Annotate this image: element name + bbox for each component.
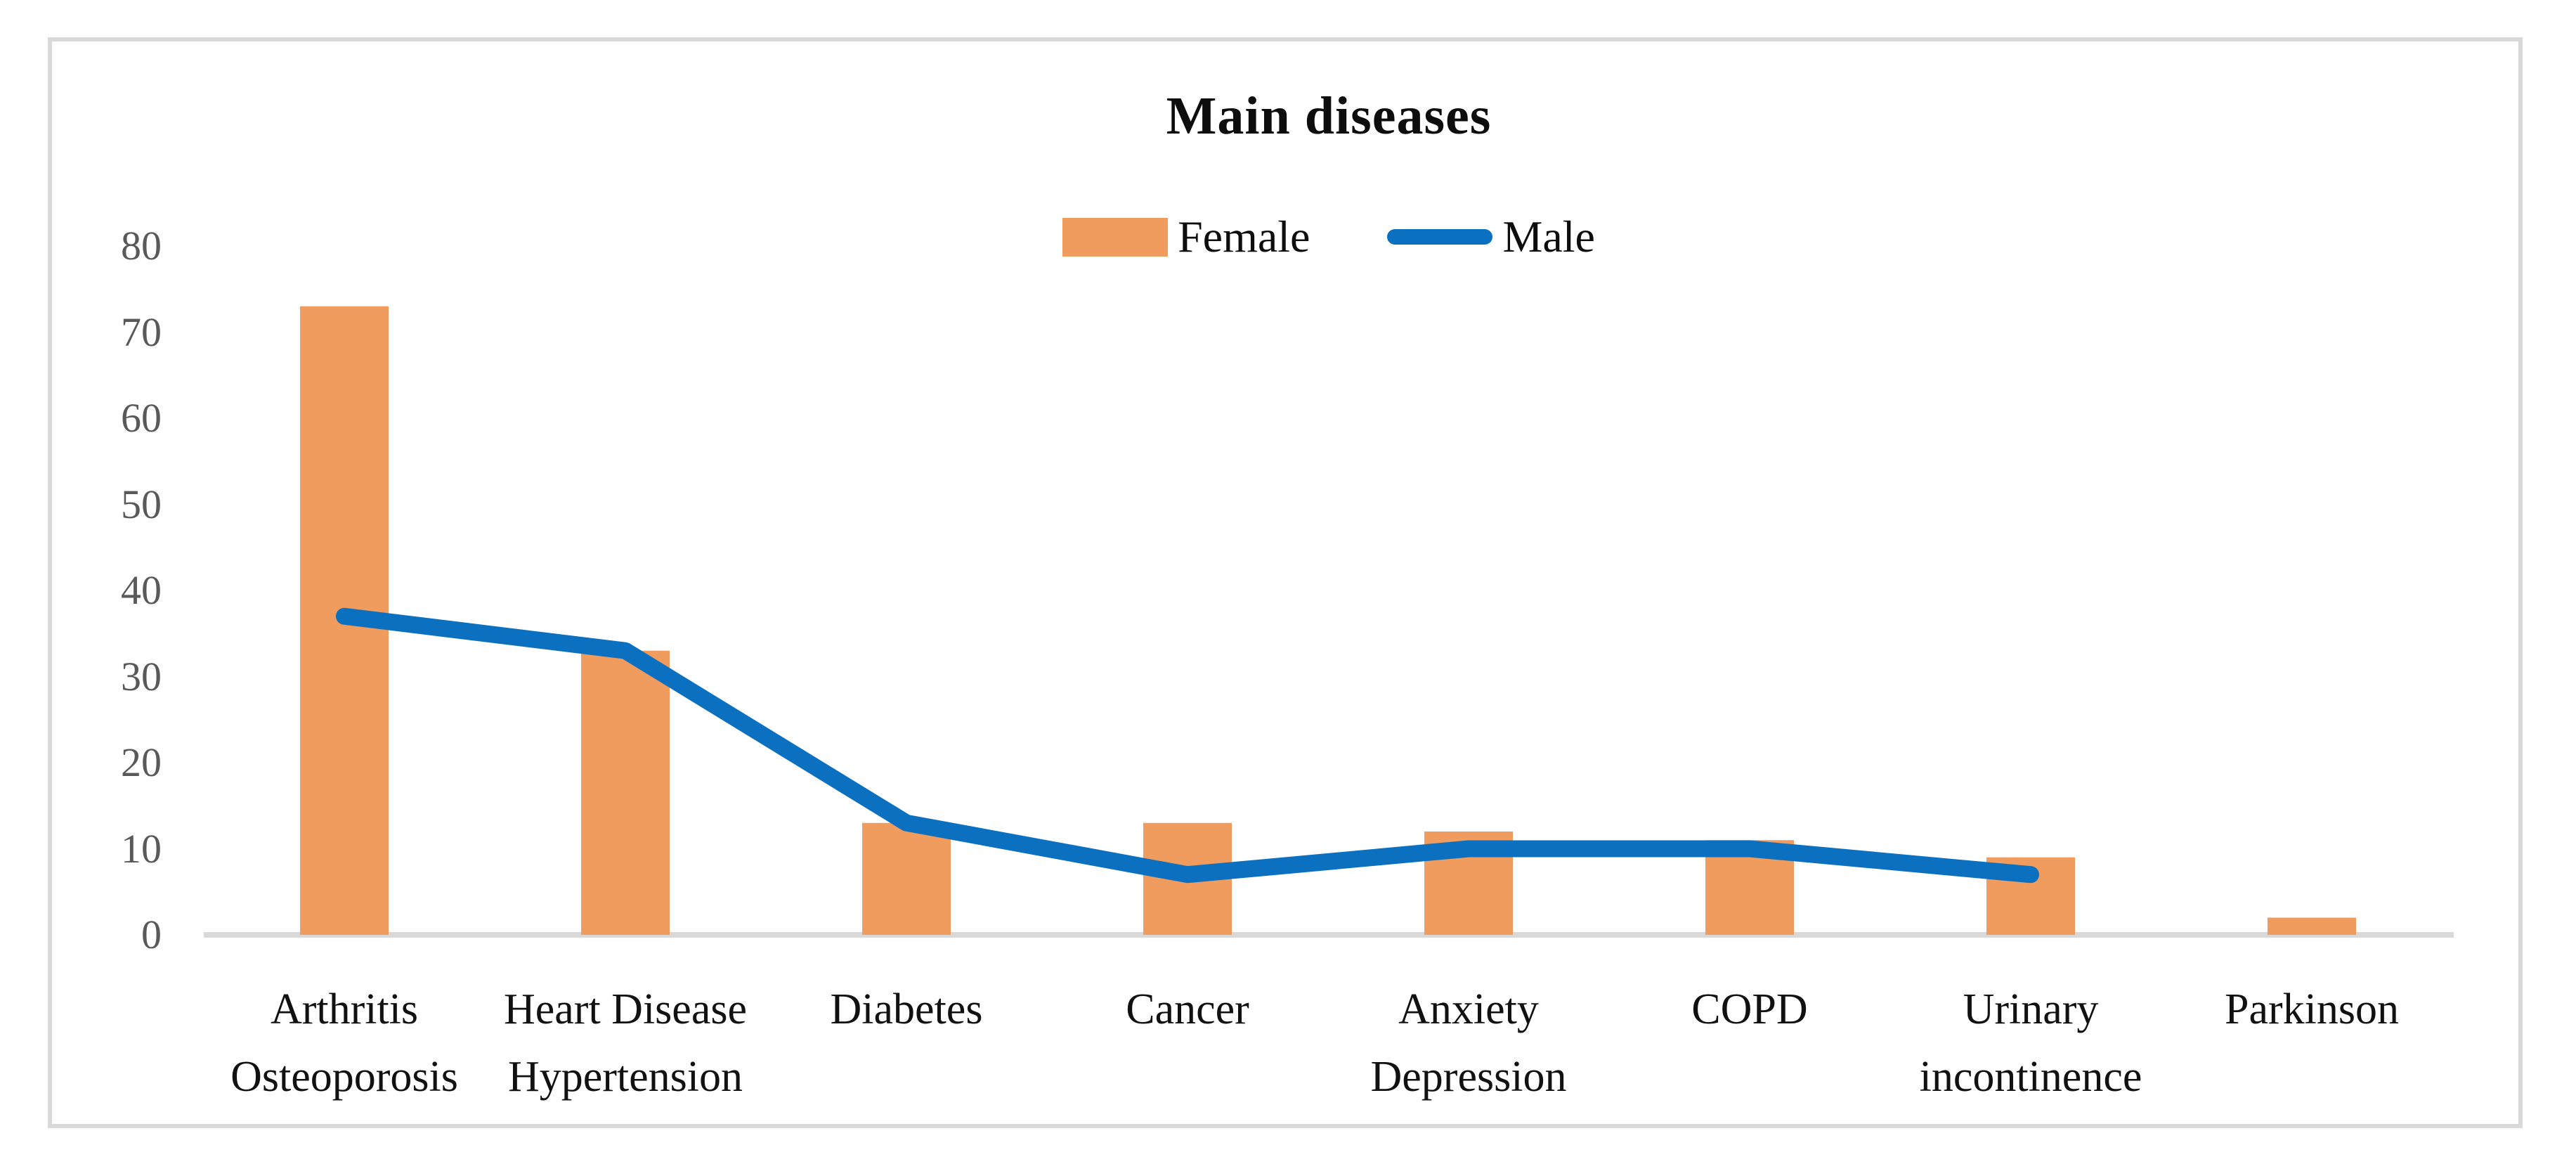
legend: Female Male [204,211,2454,263]
x-category-label-3: Cancer [1126,985,1249,1033]
bar-female-1 [581,650,670,935]
y-tick-label-0: 0 [141,912,162,957]
x-category-label-7: Parkinson [2225,985,2399,1033]
y-tick-label-30: 30 [121,653,162,699]
y-tick-label-70: 70 [121,309,162,355]
bar-female-2 [862,822,951,935]
y-tick-label-60: 60 [121,395,162,441]
y-tick-label-10: 10 [121,825,162,872]
chart-border [48,37,2523,1128]
female-bar-swatch-icon [1062,217,1169,257]
male-line [336,607,2039,884]
bar-female-7 [2268,917,2356,935]
chart-title: Main diseases [1166,86,1492,146]
y-tick-label-40: 40 [121,567,162,613]
x-category-label-4: Anxiety Depression [1370,985,1567,1101]
legend-item-male: Male [1387,211,1595,263]
x-category-label-6: Urinary incontinence [1919,985,2142,1101]
y-tick-label-20: 20 [121,739,162,785]
legend-item-female: Female [1062,211,1310,263]
x-category-label-5: COPD [1691,985,1808,1033]
x-category-label-2: Diabetes [830,985,983,1033]
x-category-label-1: Heart Disease Hypertension [504,985,747,1101]
male-line-swatch-icon [1387,229,1493,245]
y-tick-label-80: 80 [121,223,162,269]
x-category-label-0: Arthritis Osteoporosis [230,985,458,1101]
legend-label-male: Male [1502,212,1595,261]
y-tick-label-50: 50 [121,481,162,527]
legend-label-female: Female [1178,212,1310,261]
